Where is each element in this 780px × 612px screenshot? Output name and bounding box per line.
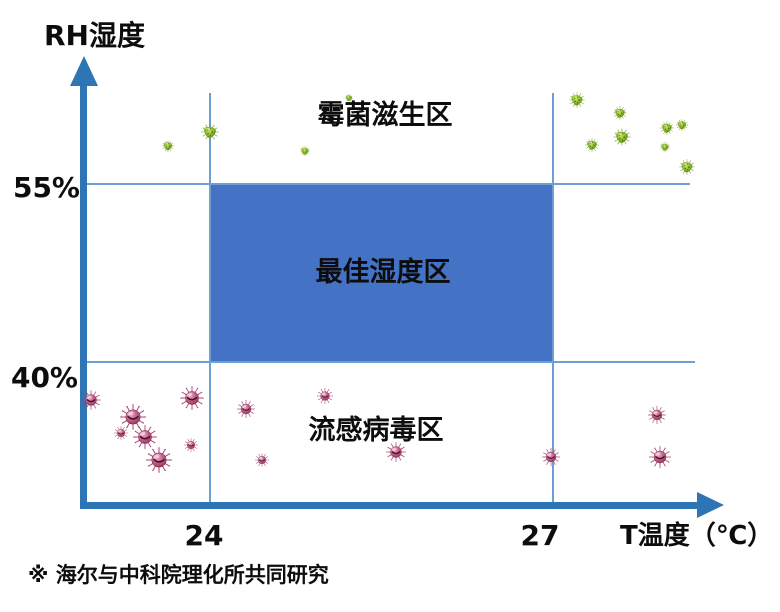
zone-label-flu: 流感病毒区 [308,415,444,446]
mold-icon [659,141,671,153]
x-tick-24: 24 [184,519,224,552]
y-tick-55: 55% [12,171,80,204]
zone-label-optimal: 最佳湿度区 [315,257,451,288]
virus-icon [184,438,198,452]
virus-icon [146,447,172,473]
y-axis-title: RH湿度 [44,19,145,52]
mold-icon [200,122,220,142]
mold-icon [568,91,586,109]
zone-label-mold: 霉菌滋生区 [317,100,453,131]
mold-icon [678,158,696,176]
y-axis [80,84,87,508]
y-axis-arrow-icon [70,56,98,86]
gridline-27c [552,93,554,502]
virus-icon [180,386,204,410]
virus-icon [114,426,128,440]
virus-icon [133,425,157,449]
optimal-zone-rect [210,184,553,362]
x-axis-title: T温度（℃） [620,521,774,551]
virus-icon [237,400,255,418]
x-axis [80,502,700,509]
gridline-55pct [87,183,690,185]
virus-icon [317,388,333,404]
mold-icon [659,120,675,136]
footnote: ※ 海尔与中科院理化所共同研究 [28,563,329,587]
virus-icon [649,446,671,468]
virus-icon [81,390,101,410]
mold-icon [584,137,600,153]
virus-icon [648,406,666,424]
x-tick-27: 27 [520,519,560,552]
mold-icon [161,139,175,153]
mold-icon [612,127,632,147]
gridline-24c [209,93,211,502]
virus-icon [255,453,269,467]
y-tick-40: 40% [10,361,78,394]
mold-icon [612,105,628,121]
virus-icon [542,448,560,466]
mold-icon [675,118,689,132]
gridline-40pct [87,361,695,363]
x-axis-arrow-icon [697,492,724,518]
mold-icon [299,145,311,157]
